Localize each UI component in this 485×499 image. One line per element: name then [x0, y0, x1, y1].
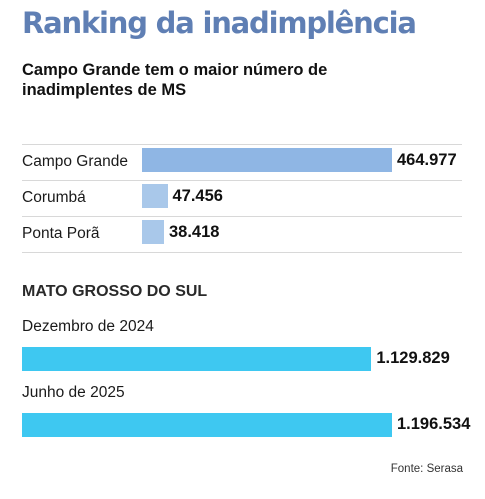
row-divider [22, 144, 462, 145]
category-label: Corumbá [22, 189, 86, 206]
bar [22, 347, 372, 371]
value-label: 464.977 [397, 151, 457, 169]
bar [22, 413, 392, 437]
chart-title: Ranking da inadimplência [22, 6, 417, 40]
category-label: Campo Grande [22, 153, 128, 170]
bar [142, 220, 164, 244]
row-divider [22, 216, 462, 217]
row-divider [22, 180, 462, 181]
bar [142, 184, 168, 208]
period-label: Junho de 2025 [22, 384, 125, 401]
chart-subtitle: Campo Grande tem o maior número de inadi… [22, 61, 328, 99]
state-section-title: MATO GROSSO DO SUL [22, 283, 208, 300]
period-label: Dezembro de 2024 [22, 318, 154, 335]
category-label: Ponta Porã [22, 225, 100, 242]
bar [142, 148, 392, 172]
value-label: 47.456 [172, 187, 223, 205]
source-note: Fonte: Serasa [390, 463, 463, 475]
value-label: 38.418 [169, 223, 220, 241]
row-divider [22, 252, 462, 253]
value-label: 1.196.534 [397, 415, 471, 433]
value-label: 1.129.829 [376, 349, 450, 367]
